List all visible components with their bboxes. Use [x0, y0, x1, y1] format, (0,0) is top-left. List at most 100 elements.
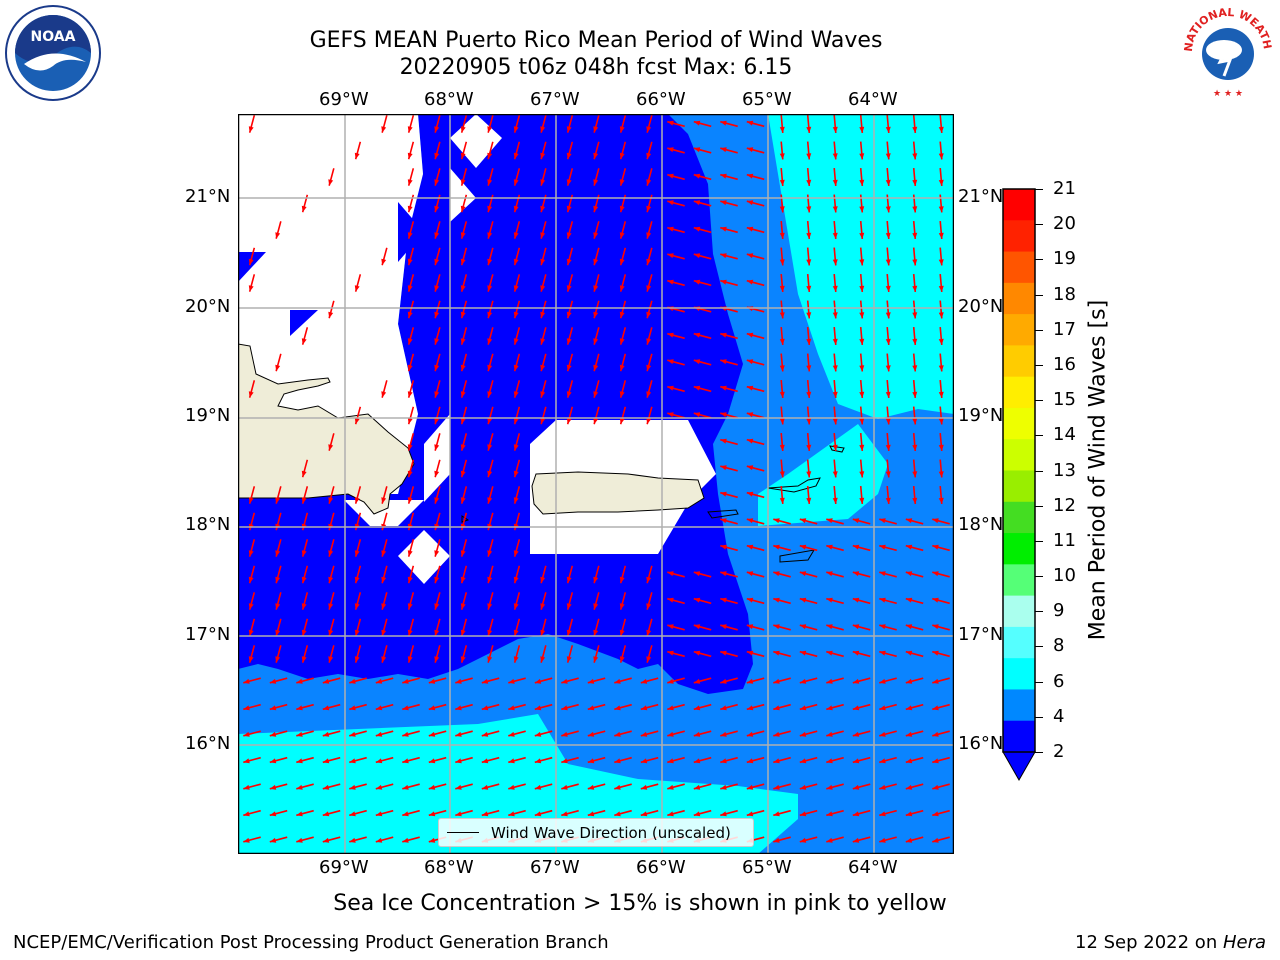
wave-arrow-head: [243, 837, 250, 843]
colorbar-tick-mark: [1035, 294, 1043, 296]
wave-arrow-head: [587, 705, 595, 711]
lon-label-bottom-64w: 64°W: [848, 857, 898, 878]
wave-arrow-head: [248, 391, 254, 398]
wave-arrow-head: [912, 259, 918, 266]
colorbar-tick-mark: [1035, 646, 1043, 648]
wave-arrow-head: [667, 650, 674, 656]
wave-arrow-head: [460, 603, 466, 610]
wave-arrow-head: [375, 758, 383, 764]
wave-arrow-head: [720, 544, 727, 550]
map-legend: Wind Wave Direction (unscaled): [438, 818, 754, 847]
chart-subtitle: 20220905 t06z 048h fcst Max: 6.15: [399, 55, 793, 80]
wave-arrow-head: [646, 629, 652, 637]
wave-arrow-head: [354, 629, 360, 637]
wave-arrow-head: [460, 656, 466, 663]
wave-arrow-head: [938, 153, 944, 160]
wave-arrow-head: [912, 338, 918, 345]
wave-arrow-head: [296, 758, 303, 764]
wave-arrow-head: [667, 279, 674, 285]
colorbar-segment: [1003, 595, 1035, 628]
wave-arrow-head: [720, 226, 727, 232]
wave-arrow-head: [540, 629, 546, 637]
wave-arrow-head: [667, 678, 674, 684]
wave-arrow-head: [667, 120, 674, 126]
wave-arrow-head: [852, 650, 860, 656]
wave-arrow-head: [322, 705, 330, 711]
colorbar-segment: [1003, 689, 1035, 722]
wave-arrow-head: [513, 205, 519, 213]
wave-arrow-head: [912, 418, 918, 425]
wave-arrow-head: [487, 497, 493, 504]
wave-arrow-head: [614, 758, 621, 764]
sea-ice-caption: Sea Ice Concentration > 15% is shown in …: [333, 891, 947, 916]
wave-arrow-head: [434, 603, 440, 610]
wave-arrow-head: [693, 597, 701, 603]
wave-arrow-head: [296, 705, 303, 711]
wave-arrow-head: [938, 312, 944, 319]
wave-arrow-head: [720, 705, 727, 711]
wave-arrow-head: [806, 312, 812, 319]
colorbar-segment: [1003, 282, 1035, 315]
colorbar-tick-label: 18: [1053, 283, 1076, 305]
wave-arrow-head: [434, 205, 440, 213]
wave-arrow-head: [619, 285, 625, 292]
wave-arrow-head: [587, 784, 595, 790]
wave-arrow-head: [746, 678, 754, 684]
wave-arrow-head: [540, 656, 546, 663]
wave-arrow-head: [879, 650, 886, 656]
colorbar-segment: [1003, 345, 1035, 378]
colorbar-tick-mark: [1035, 470, 1043, 472]
wave-arrow-head: [349, 705, 356, 711]
wave-arrow-head: [885, 418, 891, 425]
wave-arrow-head: [693, 385, 701, 391]
wave-arrow-head: [667, 731, 674, 737]
wave-arrow-head: [885, 206, 891, 213]
wave-arrow-head: [640, 705, 648, 711]
wave-arrow-head: [407, 629, 413, 637]
wave-arrow-head: [859, 418, 865, 425]
wave-arrow-head: [534, 705, 542, 711]
wave-arrow-head: [859, 444, 865, 451]
wave-arrow-head: [614, 731, 621, 737]
noaa-logo: NOAA: [5, 5, 101, 101]
map-frame: [238, 114, 954, 854]
wave-arrow-head: [720, 279, 727, 285]
wave-arrow-head: [938, 471, 944, 478]
wave-arrow-head: [328, 603, 334, 610]
wave-arrow-head: [799, 518, 807, 524]
colorbar-tick-mark: [1035, 681, 1043, 683]
wave-arrow-head: [879, 784, 886, 790]
wave-arrow-head: [646, 126, 652, 133]
wave-arrow-head: [932, 731, 939, 737]
wave-arrow-head: [540, 338, 546, 345]
wave-arrow-head: [773, 597, 780, 603]
wave-arrow-head: [832, 179, 838, 186]
wave-arrow-head: [407, 417, 413, 425]
wave-arrow-head: [779, 259, 785, 266]
wave-arrow-head: [513, 576, 519, 584]
wave-arrow-head: [566, 179, 572, 186]
wave-arrow-head: [779, 418, 785, 425]
wave-arrow-head: [905, 705, 913, 711]
svg-text:★ ★ ★: ★ ★ ★: [1213, 89, 1243, 99]
wave-arrow-head: [938, 126, 944, 133]
wave-arrow-head: [593, 417, 599, 425]
wave-arrow-head: [328, 656, 334, 663]
wave-arrow-head: [667, 147, 674, 153]
wave-arrow-head: [806, 497, 812, 504]
wave-arrow-head: [879, 705, 886, 711]
wave-arrow-head: [587, 758, 595, 764]
wave-arrow-head: [667, 173, 674, 179]
wave-arrow-head: [720, 650, 727, 656]
wave-arrow-head: [779, 153, 785, 160]
wave-arrow-head: [460, 470, 466, 478]
wave-arrow-head: [460, 550, 466, 557]
wave-arrow-head: [243, 678, 250, 684]
wave-arrow-head: [832, 338, 838, 345]
lat-label-right-17n: 17°N: [958, 624, 1004, 645]
colorbar-segment: [1003, 720, 1035, 753]
wave-arrow-head: [720, 491, 727, 497]
wave-arrow-head: [832, 206, 838, 213]
wave-arrow-head: [513, 550, 519, 557]
wave-arrow-head: [746, 624, 754, 630]
